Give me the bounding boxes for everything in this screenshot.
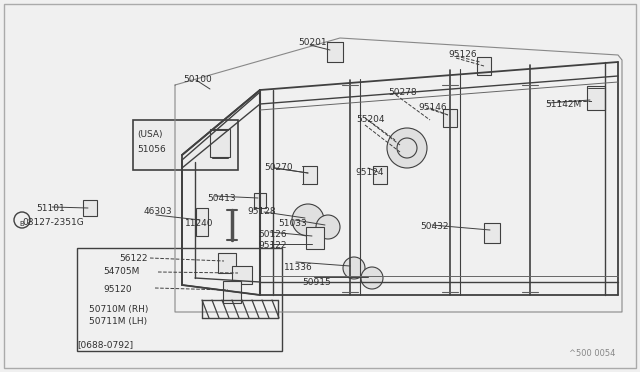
Text: 95124: 95124 [355, 168, 383, 177]
Text: 51033: 51033 [278, 219, 307, 228]
Text: 50278: 50278 [388, 88, 417, 97]
Bar [77, 248, 282, 351]
Text: 50915: 50915 [302, 278, 331, 287]
Text: B: B [20, 221, 24, 227]
Circle shape [387, 128, 427, 168]
Text: 46303: 46303 [144, 207, 173, 216]
Text: 51056: 51056 [137, 145, 166, 154]
Text: 50100: 50100 [183, 75, 212, 84]
Text: 50710M (RH): 50710M (RH) [89, 305, 148, 314]
Text: 50270: 50270 [264, 163, 292, 172]
Bar [254, 192, 266, 208]
Bar [306, 227, 324, 249]
Bar [223, 281, 241, 303]
Circle shape [292, 204, 324, 236]
Bar [133, 120, 238, 170]
Text: 95146: 95146 [418, 103, 447, 112]
Bar [373, 166, 387, 184]
Text: 50432: 50432 [420, 222, 449, 231]
Bar [587, 86, 605, 110]
Text: 56122: 56122 [119, 254, 147, 263]
Text: 11336: 11336 [284, 263, 313, 272]
Bar [83, 200, 97, 216]
Bar [327, 42, 343, 62]
Text: 51142M: 51142M [545, 100, 581, 109]
Bar [196, 208, 208, 236]
Bar [443, 109, 457, 127]
Text: 95126: 95126 [448, 50, 477, 59]
Text: 95128: 95128 [247, 207, 276, 216]
Text: [0688-0792]: [0688-0792] [77, 340, 133, 349]
Text: 54705M: 54705M [103, 267, 140, 276]
Text: 11240: 11240 [185, 219, 214, 228]
Circle shape [343, 257, 365, 279]
Text: 95122: 95122 [258, 241, 287, 250]
Text: (USA): (USA) [137, 130, 163, 139]
Text: 50711M (LH): 50711M (LH) [89, 317, 147, 326]
Text: 50413: 50413 [207, 194, 236, 203]
Circle shape [361, 267, 383, 289]
Text: ^500 0054: ^500 0054 [568, 349, 615, 358]
Bar [210, 129, 230, 157]
Circle shape [316, 215, 340, 239]
Text: 50126: 50126 [258, 230, 287, 239]
Bar [218, 253, 236, 273]
Bar [303, 166, 317, 184]
Bar [484, 223, 500, 243]
Bar [232, 266, 252, 284]
Bar [477, 57, 491, 75]
Text: 51101: 51101 [36, 204, 65, 213]
Text: 55204: 55204 [356, 115, 385, 124]
Circle shape [397, 138, 417, 158]
Text: 50201: 50201 [298, 38, 326, 47]
Text: 95120: 95120 [103, 285, 132, 294]
Text: 08127-2351G: 08127-2351G [22, 218, 84, 227]
